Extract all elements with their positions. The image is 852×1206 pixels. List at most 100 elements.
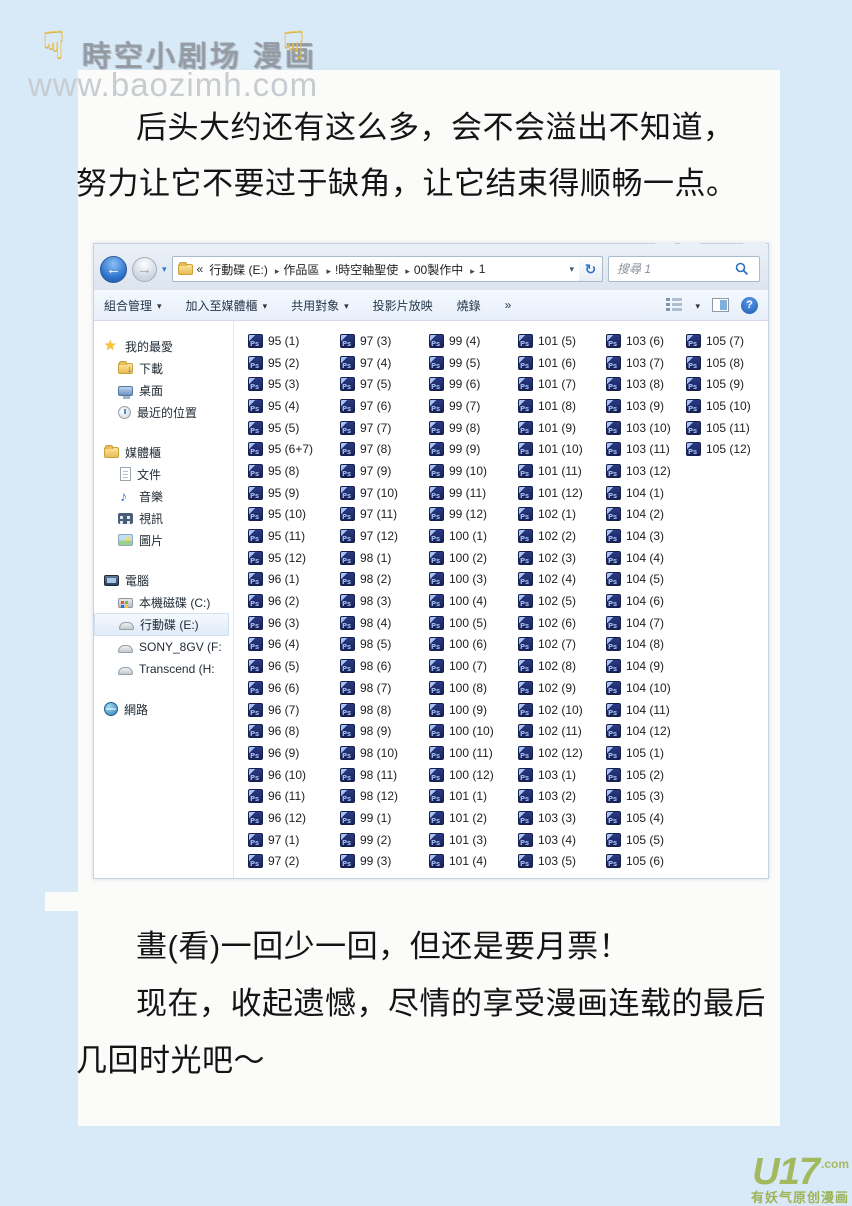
file-item[interactable]: 101 (1) xyxy=(429,785,494,807)
file-item[interactable]: 98 (3) xyxy=(340,590,398,612)
file-item[interactable]: 103 (11) xyxy=(606,438,671,460)
toolbar-menu-item[interactable]: 投影片放映 xyxy=(373,297,433,314)
file-item[interactable]: 105 (7) xyxy=(686,330,751,352)
file-item[interactable]: 99 (6) xyxy=(429,373,494,395)
file-item[interactable]: 98 (4) xyxy=(340,612,398,634)
file-item[interactable]: 99 (10) xyxy=(429,460,494,482)
file-item[interactable]: 98 (9) xyxy=(340,720,398,742)
file-item[interactable]: 101 (10) xyxy=(518,438,583,460)
file-item[interactable]: 102 (6) xyxy=(518,612,583,634)
file-item[interactable]: 95 (5) xyxy=(248,417,313,439)
file-item[interactable]: 102 (12) xyxy=(518,742,583,764)
file-item[interactable]: 96 (11) xyxy=(248,785,313,807)
file-item[interactable]: 95 (12) xyxy=(248,547,313,569)
file-item[interactable]: 104 (10) xyxy=(606,677,671,699)
file-item[interactable]: 101 (6) xyxy=(518,352,583,374)
sidebar-item[interactable]: 音樂 xyxy=(94,485,233,507)
breadcrumb-segment[interactable]: 1 xyxy=(478,262,486,276)
file-item[interactable]: 104 (6) xyxy=(606,590,671,612)
sidebar-item[interactable]: 網路 xyxy=(94,698,233,720)
file-item[interactable]: 100 (7) xyxy=(429,655,494,677)
sidebar-item[interactable]: 下載 xyxy=(94,357,233,379)
file-item[interactable]: 101 (12) xyxy=(518,482,583,504)
breadcrumb-segment[interactable]: 行動碟 (E:) xyxy=(207,261,281,278)
file-item[interactable]: 103 (10) xyxy=(606,417,671,439)
views-icon[interactable] xyxy=(666,298,683,312)
file-item[interactable]: 100 (10) xyxy=(429,720,494,742)
search-input[interactable] xyxy=(617,262,735,276)
sidebar-item[interactable]: SONY_8GV (F: xyxy=(94,636,233,658)
sidebar-item[interactable]: 我的最愛 xyxy=(94,335,233,357)
file-item[interactable]: 97 (11) xyxy=(340,504,398,526)
sidebar-item[interactable]: 本機磁碟 (C:) xyxy=(94,591,233,613)
file-item[interactable]: 102 (7) xyxy=(518,634,583,656)
file-item[interactable]: 96 (7) xyxy=(248,699,313,721)
file-item[interactable]: 98 (1) xyxy=(340,547,398,569)
file-item[interactable]: 98 (11) xyxy=(340,764,398,786)
file-item[interactable]: 99 (5) xyxy=(429,352,494,374)
breadcrumb-segment[interactable]: 作品區 xyxy=(281,261,333,278)
file-item[interactable]: 101 (4) xyxy=(429,851,494,873)
file-item[interactable]: 96 (4) xyxy=(248,634,313,656)
file-item[interactable]: 104 (5) xyxy=(606,569,671,591)
file-item[interactable]: 95 (8) xyxy=(248,460,313,482)
file-item[interactable]: 97 (3) xyxy=(340,330,398,352)
file-item[interactable]: 98 (6) xyxy=(340,655,398,677)
breadcrumb-overflow-chevron[interactable]: « xyxy=(196,262,204,276)
file-item[interactable]: 103 (5) xyxy=(518,851,583,873)
file-item[interactable]: 105 (2) xyxy=(606,764,671,786)
sidebar-item[interactable]: 圖片 xyxy=(94,529,233,551)
file-item[interactable]: 102 (4) xyxy=(518,569,583,591)
file-item[interactable]: 97 (1) xyxy=(248,829,313,851)
file-item[interactable]: 98 (5) xyxy=(340,634,398,656)
file-item[interactable]: 104 (2) xyxy=(606,504,671,526)
file-item[interactable]: 105 (3) xyxy=(606,785,671,807)
file-item[interactable]: 95 (6+7) xyxy=(248,438,313,460)
file-item[interactable]: 99 (11) xyxy=(429,482,494,504)
sidebar-item[interactable]: 行動碟 (E:) xyxy=(94,613,229,636)
file-item[interactable]: 98 (8) xyxy=(340,699,398,721)
sidebar-item[interactable]: 電腦 xyxy=(94,569,233,591)
file-item[interactable]: 101 (8) xyxy=(518,395,583,417)
file-item[interactable]: 99 (8) xyxy=(429,417,494,439)
file-item[interactable]: 99 (9) xyxy=(429,438,494,460)
file-item[interactable]: 99 (3) xyxy=(340,851,398,873)
file-item[interactable]: 103 (8) xyxy=(606,373,671,395)
file-item[interactable]: 104 (11) xyxy=(606,699,671,721)
file-item[interactable]: 95 (2) xyxy=(248,352,313,374)
file-item[interactable]: 100 (3) xyxy=(429,569,494,591)
file-item[interactable]: 101 (9) xyxy=(518,417,583,439)
file-item[interactable]: 99 (4) xyxy=(429,330,494,352)
file-item[interactable]: 101 (3) xyxy=(429,829,494,851)
sidebar-item[interactable]: 桌面 xyxy=(94,379,233,401)
file-item[interactable]: 102 (9) xyxy=(518,677,583,699)
file-item[interactable]: 98 (2) xyxy=(340,569,398,591)
file-item[interactable]: 101 (2) xyxy=(429,807,494,829)
file-item[interactable]: 105 (4) xyxy=(606,807,671,829)
file-item[interactable]: 95 (3) xyxy=(248,373,313,395)
file-item[interactable]: 102 (8) xyxy=(518,655,583,677)
file-item[interactable]: 97 (4) xyxy=(340,352,398,374)
file-item[interactable]: 105 (12) xyxy=(686,438,751,460)
file-item[interactable]: 103 (2) xyxy=(518,785,583,807)
file-item[interactable]: 95 (11) xyxy=(248,525,313,547)
sidebar-item[interactable]: 最近的位置 xyxy=(94,401,233,423)
file-item[interactable]: 101 (5) xyxy=(518,330,583,352)
file-item[interactable]: 102 (3) xyxy=(518,547,583,569)
sidebar-item[interactable]: 媒體櫃 xyxy=(94,441,233,463)
file-item[interactable]: 95 (10) xyxy=(248,504,313,526)
file-item[interactable]: 100 (9) xyxy=(429,699,494,721)
toolbar-menu-item[interactable]: » xyxy=(505,298,512,312)
breadcrumb-dropdown-icon[interactable]: ▾ xyxy=(569,263,574,274)
file-item[interactable]: 105 (11) xyxy=(686,417,751,439)
file-item[interactable]: 97 (9) xyxy=(340,460,398,482)
file-item[interactable]: 103 (1) xyxy=(518,764,583,786)
file-item[interactable]: 104 (8) xyxy=(606,634,671,656)
file-item[interactable]: 97 (6) xyxy=(340,395,398,417)
refresh-button[interactable]: ↻ xyxy=(579,256,603,282)
file-item[interactable]: 99 (12) xyxy=(429,504,494,526)
history-dropdown-icon[interactable]: ▾ xyxy=(162,263,167,274)
file-item[interactable]: 95 (9) xyxy=(248,482,313,504)
file-item[interactable]: 102 (2) xyxy=(518,525,583,547)
breadcrumb-segment[interactable]: 00製作中 xyxy=(412,261,477,278)
